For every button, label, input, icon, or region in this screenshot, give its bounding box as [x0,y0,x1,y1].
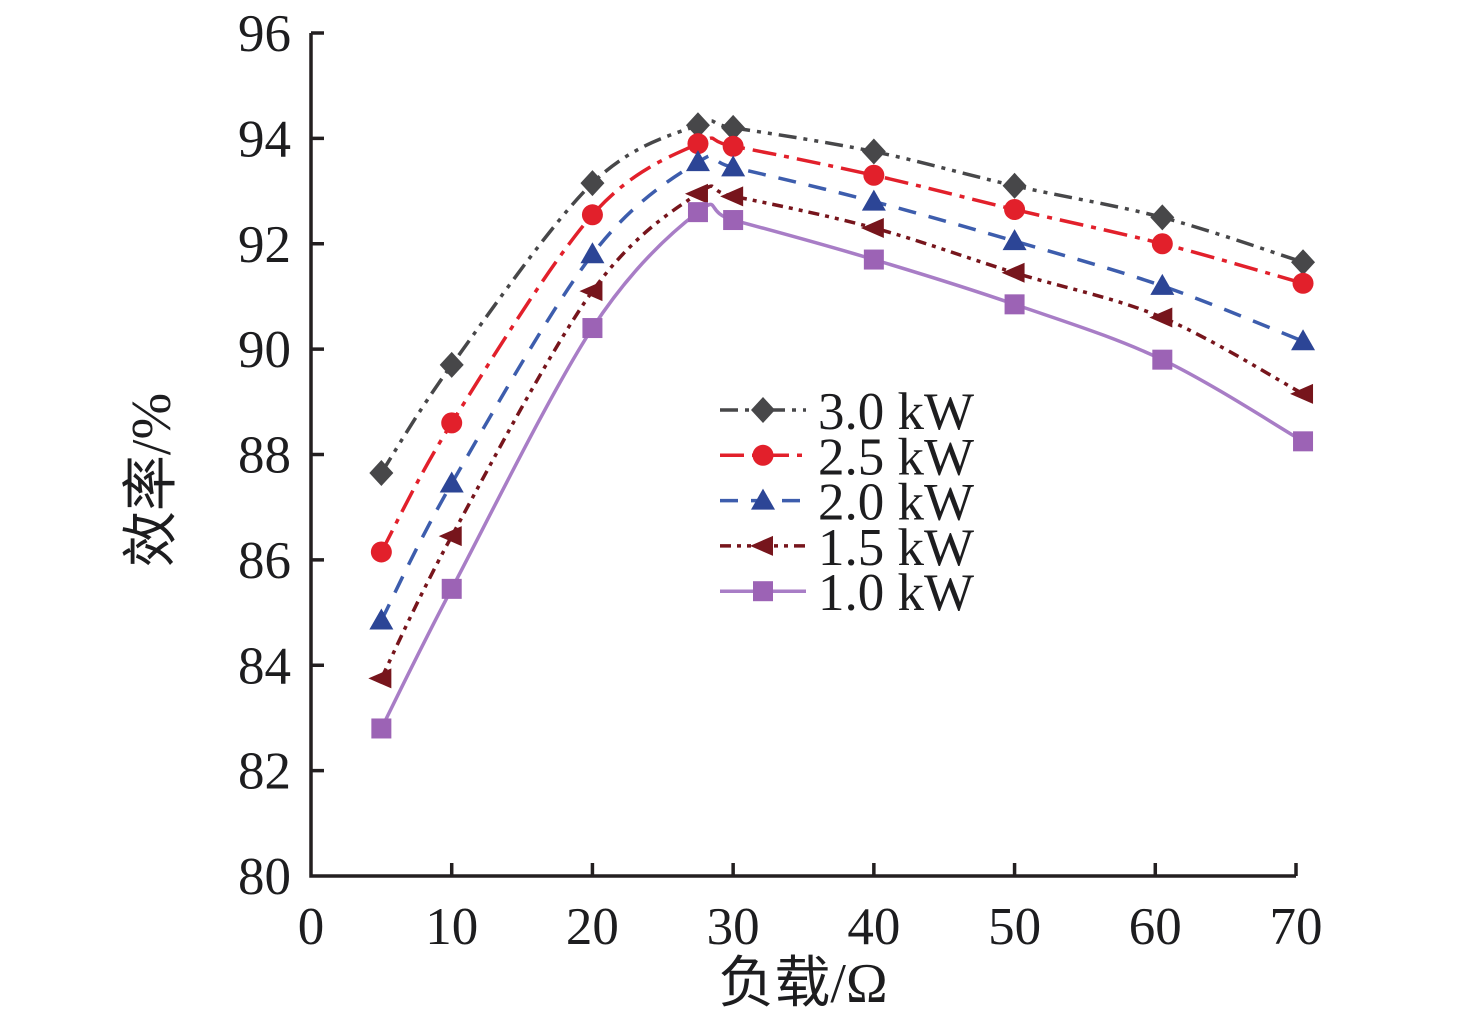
data-point-marker [582,318,603,339]
legend-label: 3.0 kW [818,383,974,441]
data-point-marker [685,112,710,139]
data-point-marker [1291,329,1316,351]
data-point-marker [1290,383,1314,404]
x-tick-label: 50 [988,898,1041,956]
data-point-marker [721,155,746,177]
legend-label: 1.5 kW [818,519,974,577]
y-tick-label: 80 [238,848,291,906]
x-tick-label: 70 [1270,898,1323,956]
data-point-marker [579,281,603,302]
legend-item-1.5-kW: 1.5 kW [720,519,974,577]
data-point-marker [721,114,746,141]
data-point-marker [1292,272,1314,294]
data-point-marker [368,668,392,689]
data-point-marker [751,488,775,510]
series-2.5-kW [370,133,1314,563]
data-point-marker [1293,431,1314,452]
data-point-marker [1152,349,1173,370]
legend-item-2.0-kW: 2.0 kW [720,474,974,532]
legend-item-1.0-kW: 1.0 kW [720,564,974,622]
data-point-marker [580,242,605,264]
data-series-layer [368,112,1316,739]
data-point-marker [438,526,462,547]
legend-label: 1.0 kW [818,564,974,622]
y-tick-label: 90 [238,321,291,379]
y-tick-label: 96 [238,5,291,63]
data-point-marker [1291,249,1316,276]
series-1.5-kW [368,183,1314,689]
x-tick-label: 60 [1129,898,1182,956]
x-tick-label: 40 [847,898,900,956]
data-point-marker [1004,199,1026,221]
data-point-marker [1002,172,1027,199]
data-point-marker [860,217,884,238]
data-point-marker [684,183,708,204]
series-line [379,136,1304,553]
data-point-marker [861,138,886,165]
legend-item-2.5-kW: 2.5 kW [720,428,974,486]
legend-label: 2.0 kW [818,474,974,532]
x-tick-label: 30 [707,898,760,956]
series-3.0-kW [369,112,1316,486]
data-point-marker [1149,307,1173,328]
legend: 3.0 kW2.5 kW2.0 kW1.5 kW1.0 kW [720,383,974,622]
data-point-marker [687,202,708,223]
data-point-marker [369,608,394,630]
x-tick-label: 10 [425,898,478,956]
data-point-marker [753,581,773,602]
data-point-marker [1151,233,1173,255]
data-point-marker [441,412,463,434]
data-point-marker [722,135,744,157]
data-point-marker [687,133,709,155]
data-point-marker [369,459,394,486]
axes: 80 82 84 86 88 90 92 94 96 0 10 20 30 40 50 60 70 [238,5,1323,956]
legend-label: 2.5 kW [818,428,974,486]
data-point-marker [1150,273,1175,295]
y-tick-label: 84 [238,637,291,695]
data-point-marker [439,351,464,378]
data-point-marker [723,210,744,231]
y-tick-label: 94 [238,110,291,168]
series-1.0-kW [371,202,1314,739]
data-point-marker [580,170,605,197]
data-point-marker [685,150,710,172]
y-tick-label: 88 [238,427,291,485]
data-point-marker [1001,262,1025,283]
data-point-marker [752,444,774,466]
data-point-marker [1002,229,1027,251]
legend-item-3.0-kW: 3.0 kW [720,383,974,441]
data-point-marker [370,541,392,563]
x-axis-title: 负载/Ω [718,953,887,1015]
data-point-marker [863,164,885,186]
y-tick-label: 92 [238,216,291,274]
data-point-marker [1004,294,1025,315]
data-point-marker [581,204,603,226]
data-point-marker [751,397,775,423]
data-point-marker [750,535,773,556]
data-point-marker [439,471,464,493]
data-point-marker [441,578,462,599]
axis-spines [309,33,1296,878]
data-point-marker [371,718,392,739]
data-point-marker [720,186,744,207]
series-2.0-kW [369,150,1316,630]
y-axis-title: 效率/% [121,393,183,567]
x-tick-label: 20 [566,898,619,956]
y-tick-label: 86 [238,532,291,590]
y-tick-label: 82 [238,743,291,801]
data-point-marker [1150,204,1175,231]
x-tick-label: 0 [298,898,325,956]
data-point-marker [861,189,886,211]
data-point-marker [863,249,884,270]
